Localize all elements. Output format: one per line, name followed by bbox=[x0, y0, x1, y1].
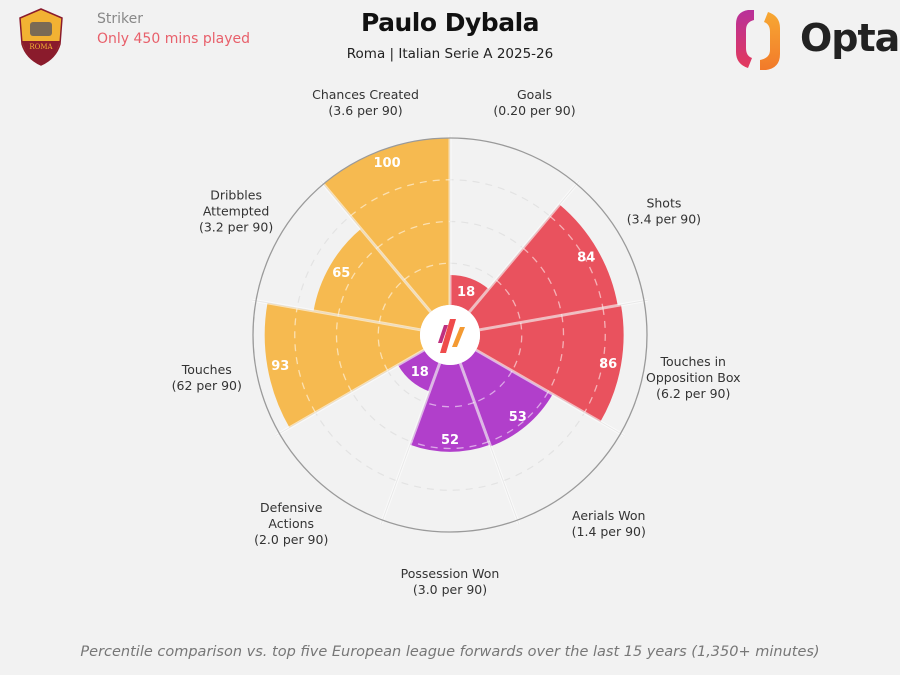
spoke bbox=[475, 349, 625, 436]
category-label: Defensive bbox=[260, 500, 323, 515]
spoke bbox=[479, 299, 649, 331]
value-label: 65 bbox=[332, 266, 350, 281]
slice-2 bbox=[475, 304, 624, 422]
category-label: Aerials Won bbox=[572, 508, 645, 523]
slice-0 bbox=[450, 274, 489, 313]
value-label: 52 bbox=[441, 433, 459, 448]
crest-text: ROMA bbox=[29, 43, 53, 51]
slice-ring bbox=[410, 441, 490, 450]
slice-ring bbox=[403, 262, 451, 281]
slice-ring bbox=[549, 215, 604, 309]
slice-ring bbox=[547, 315, 565, 393]
slice-ring bbox=[511, 322, 523, 372]
spoke bbox=[459, 363, 520, 525]
category-label: Dribbles bbox=[210, 188, 262, 203]
hub-stripe-icon bbox=[440, 319, 456, 353]
slice-ring bbox=[495, 279, 522, 323]
value-label: 84 bbox=[577, 250, 595, 265]
opta-logo-icon bbox=[736, 10, 780, 70]
hub-stripe-icon bbox=[438, 325, 448, 343]
value-label: 86 bbox=[599, 357, 617, 372]
category-label: Actions bbox=[268, 516, 314, 531]
category-sub-label: (2.0 per 90) bbox=[254, 532, 328, 547]
category-label: Touches in bbox=[660, 354, 726, 369]
spoke bbox=[479, 298, 649, 332]
category-sub-label: (0.20 per 90) bbox=[493, 103, 575, 118]
player-name: Paulo Dybala bbox=[360, 8, 540, 37]
slice-ring bbox=[377, 322, 389, 372]
slice-ring bbox=[378, 279, 405, 323]
slice-ring bbox=[488, 391, 549, 443]
slice-ring bbox=[349, 179, 451, 217]
player-position: Striker bbox=[97, 11, 143, 27]
category-sub-label: (3.2 per 90) bbox=[199, 220, 273, 235]
slice-8 bbox=[323, 138, 450, 313]
slice-ring bbox=[376, 220, 451, 249]
value-label: 93 bbox=[271, 359, 289, 374]
category-sub-label: (6.2 per 90) bbox=[656, 386, 730, 401]
spoke bbox=[320, 180, 432, 313]
category-sub-label: (1.4 per 90) bbox=[572, 524, 646, 539]
slice-ring bbox=[474, 370, 513, 404]
slice-6 bbox=[264, 302, 425, 428]
category-label: Shots bbox=[646, 196, 681, 211]
slice-4 bbox=[410, 363, 490, 452]
spoke bbox=[380, 363, 441, 525]
spoke bbox=[251, 298, 421, 332]
spoke bbox=[319, 180, 432, 313]
value-label: 18 bbox=[411, 365, 429, 380]
spoke bbox=[275, 348, 425, 437]
category-label: Goals bbox=[517, 87, 552, 102]
slice-ring bbox=[583, 307, 606, 413]
category-label: Attempted bbox=[203, 204, 269, 219]
category-sub-label: (62 per 90) bbox=[172, 378, 242, 393]
slice-ring bbox=[335, 315, 353, 393]
category-label: Chances Created bbox=[312, 87, 419, 102]
value-label: 100 bbox=[373, 156, 400, 171]
spoke bbox=[379, 362, 442, 525]
footer-note: Percentile comparison vs. top five Europ… bbox=[80, 644, 820, 660]
minutes-note: Only 450 mins played bbox=[97, 31, 250, 47]
slice-ring bbox=[294, 307, 317, 413]
slice-ring bbox=[425, 401, 475, 408]
category-label: Possession Won bbox=[401, 566, 500, 581]
subtitle: Roma | Italian Serie A 2025-26 bbox=[346, 46, 554, 62]
category-label: Opposition Box bbox=[646, 370, 741, 385]
spoke bbox=[468, 180, 580, 313]
category-sub-label: (3.0 per 90) bbox=[413, 582, 487, 597]
hub-stripe-icon bbox=[452, 327, 465, 347]
value-label: 53 bbox=[509, 410, 527, 425]
slice-ring bbox=[522, 247, 563, 316]
spoke bbox=[275, 349, 425, 436]
category-sub-label: (3.6 per 90) bbox=[328, 103, 402, 118]
spoke bbox=[458, 362, 521, 525]
category-label: Touches bbox=[181, 362, 232, 377]
spoke bbox=[468, 180, 581, 313]
slice-ring bbox=[337, 247, 378, 316]
roma-crest-logo: ROMA bbox=[19, 8, 63, 66]
spoke bbox=[475, 348, 625, 437]
spoke bbox=[251, 299, 421, 331]
value-label: 18 bbox=[457, 285, 475, 300]
slice-1 bbox=[469, 204, 618, 330]
opta-brand-text: Opta bbox=[800, 16, 900, 60]
slice-7 bbox=[313, 228, 431, 330]
category-sub-label: (3.4 per 90) bbox=[627, 212, 701, 227]
outer-circle bbox=[252, 137, 648, 533]
